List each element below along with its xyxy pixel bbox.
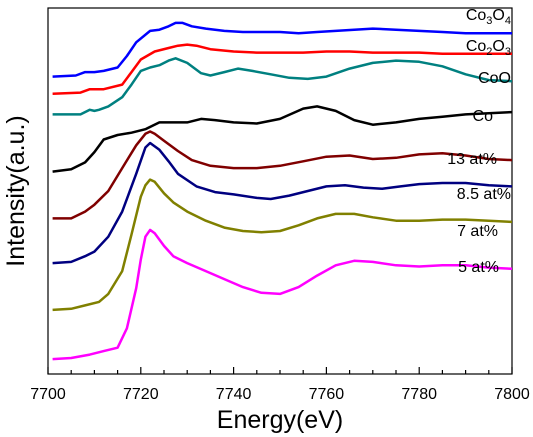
series-line-2 [52,57,513,116]
x-tick-layer: 7700 7720 7740 7760 7780 7800 [30,367,530,403]
series-label-0: Co3O4 [466,7,511,27]
plot-frame [47,7,513,375]
series-label-5: 8.5 at% [457,186,511,203]
x-tick-label: 7780 [401,386,437,403]
series-label-4: 13 at% [447,151,497,168]
series-label-1: Co2O3 [466,38,511,58]
series-line-3 [52,105,513,173]
series-line-4 [52,130,513,220]
series-line-1 [52,43,512,96]
series-label-6: 7 at% [457,223,498,240]
series-label-7: 5 at% [458,259,499,276]
x-tick-label: 7760 [309,386,345,403]
series-line-7 [52,228,513,361]
series-line-0 [52,21,512,78]
x-tick-label: 7740 [216,386,252,403]
series-line-5 [52,141,513,265]
y-axis-label: Intensity(a.u.) [2,115,30,266]
x-tick-label: 7700 [30,386,66,403]
series-layer [52,21,513,361]
series-label-layer: Co3O4 Co2O3 CoO Co 13 at% 8.5 at% 7 at% 5 at% [447,7,511,276]
x-tick-label: 7800 [494,386,530,403]
series-label-3: Co [473,108,494,125]
x-axis-label: Energy(eV) [217,406,343,434]
series-label-2: CoO [478,70,511,87]
x-tick-label: 7720 [123,386,159,403]
series-line-6 [52,178,513,312]
